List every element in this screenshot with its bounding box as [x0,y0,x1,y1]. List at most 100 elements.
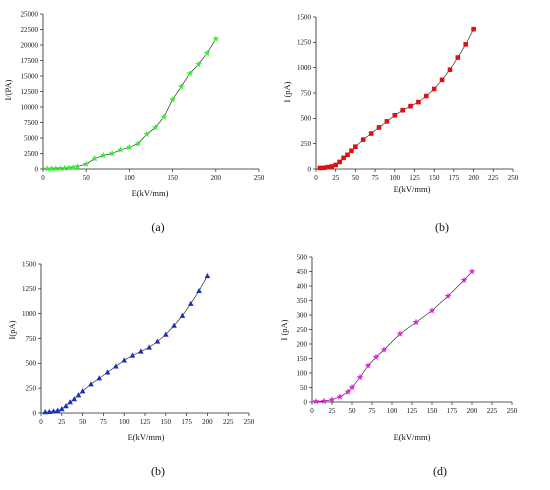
data-point [169,95,177,103]
y-tick-label: 750 [301,89,312,97]
data-point [59,406,65,412]
y-tick-label: 1500 [297,13,312,21]
y-tick-label: 0 [308,165,312,173]
y-tick-label: 150 [297,355,308,363]
x-tick-label: 200 [202,418,213,426]
y-tick-label: 1500 [22,260,37,268]
y-tick-label: 750 [26,335,37,343]
y-tick-label: 500 [297,253,308,261]
data-point [348,383,356,391]
data-point [196,287,202,294]
data-point [79,388,86,394]
panel-caption: (b) [151,464,165,478]
data-point [345,152,350,158]
data-point [384,119,390,124]
x-tick-label: 200 [467,407,478,415]
data-point [179,312,186,318]
data-point [43,165,51,172]
x-tick-label: 125 [140,418,151,426]
x-tick-label: 225 [223,418,234,426]
x-tick-label: 225 [487,407,498,415]
data-point [96,375,103,381]
data-point [171,322,177,328]
data-point [54,407,61,413]
data-point [186,69,194,77]
data-point [341,155,346,161]
data-point [56,164,64,172]
data-point [392,112,398,118]
data-point [113,363,119,369]
data-point [46,408,53,415]
x-tick-label: 0 [41,174,45,182]
data-point [48,165,56,172]
y-tick-label: 0 [33,409,37,417]
x-tick-label: 0 [39,418,43,426]
y-tick-label: 22500 [21,26,39,34]
panel-caption: (b) [435,220,449,234]
data-point [52,164,60,172]
x-tick-label: 175 [447,407,458,415]
data-point [82,160,90,167]
data-point [468,267,476,275]
data-point [104,369,111,375]
data-point [154,338,161,344]
series-line [47,38,217,170]
data-point [408,103,413,109]
x-tick-label: 100 [387,407,398,415]
data-point [317,165,323,171]
y-tick-label: 2500 [24,150,39,158]
y-tick-label: 15000 [21,72,39,80]
data-point [400,107,405,113]
data-point [50,408,57,414]
data-point [444,292,452,300]
y-tick-label: 1250 [297,39,312,47]
y-tick-label: 5000 [24,134,39,142]
data-point [460,276,468,284]
data-point [151,123,159,131]
x-tick-label: 75 [100,418,108,426]
data-point [61,164,69,172]
x-tick-label: 50 [349,407,357,415]
y-axis-title: I (pA) [279,319,289,340]
y-tick-label: 12500 [21,88,39,96]
chart-panel-3: 0 25 50 75 100 125 150 175 200 225 250 0 250 500 750 10… [7,260,255,478]
panel-caption: (d) [433,464,447,478]
data-point [134,139,142,147]
x-tick-label: 200 [211,174,222,182]
y-tick-label: 1000 [297,64,312,72]
x-tick-label: 100 [119,418,130,426]
y-tick-label: 50 [300,384,308,392]
x-tick-label: 175 [181,418,192,426]
x-tick-label: 225 [488,174,499,182]
y-tick-label: 250 [26,385,37,393]
data-point [320,397,328,405]
data-point [187,300,194,306]
y-axis-title: I (pA) [282,81,292,102]
x-tick-label: 150 [427,407,438,415]
y-tick-label: 1000 [22,310,37,318]
y-axis-title: I/(PA) [3,79,13,100]
x-tick-label: 250 [254,174,265,182]
y-tick-label: 350 [297,297,308,305]
data-point [212,35,220,42]
data-point [88,381,94,387]
y-tick-label: 10000 [21,103,39,111]
data-point [463,42,469,47]
panel-caption: (a) [151,220,164,234]
y-tick-label: 250 [301,140,312,148]
data-point [143,130,151,138]
data-point [65,164,73,171]
data-point [344,388,352,395]
data-point [75,392,82,398]
data-point [364,362,372,369]
data-point [337,159,342,165]
y-tick-label: 1250 [22,285,37,293]
data-point [138,348,144,354]
data-point [336,393,344,400]
y-tick-label: 300 [297,311,308,319]
data-point [328,396,336,403]
series-line [45,275,208,413]
y-tick-label: 0 [304,398,308,406]
x-tick-label: 25 [332,174,340,182]
data-point [160,113,168,120]
